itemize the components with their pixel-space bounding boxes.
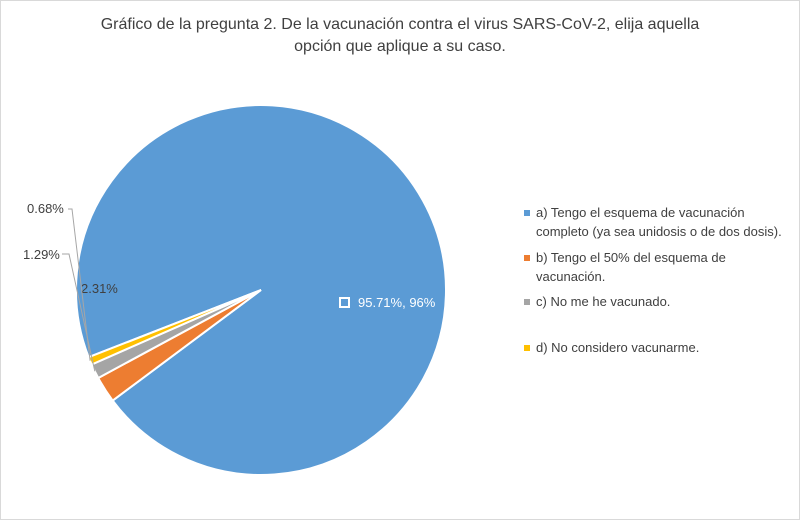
legend-swatch-d [524,345,530,351]
chart-title: Gráfico de la pregunta 2. De la vacunaci… [60,14,740,58]
legend-swatch-a [524,210,530,216]
legend-label-a-line-1: a) Tengo el esquema de vacunación [536,205,745,220]
legend-item-b: b) Tengo el 50% del esquema de vacunació… [524,248,726,286]
chart-title-line-1: Gráfico de la pregunta 2. De la vacunaci… [100,16,700,33]
legend-label-b-line-1: b) Tengo el 50% del esquema de [536,250,726,265]
data-label-a: 95.71%, 96% [358,295,436,310]
chart-title-line-2: opción que aplique a su caso. [294,38,506,55]
data-label-a-marker [339,297,350,308]
legend-label-d: d) No considero vacunarme. [536,340,700,355]
legend-item-c: c) No me he vacunado. [524,292,670,311]
legend-label-a-line-2: completo (ya sea unidosis o de dos dosis… [536,224,782,239]
leader-line-d [68,208,91,361]
legend-swatch-b [524,255,530,261]
data-label-d: 0.68% [27,201,64,216]
legend-swatch-c [524,299,530,305]
data-label-c: 1.29% [23,247,60,262]
legend-label-b-line-2: vacunación. [536,269,606,284]
legend-item-d: d) No considero vacunarme. [524,338,699,357]
legend-item-a: a) Tengo el esquema de vacunación comple… [524,203,782,241]
data-label-b: 2.31% [81,281,118,296]
legend-label-c: c) No me he vacunado. [536,294,671,309]
